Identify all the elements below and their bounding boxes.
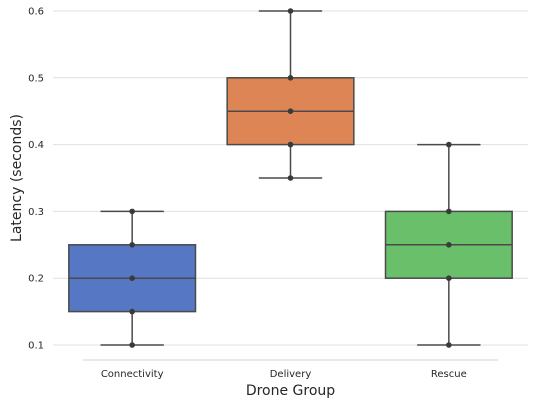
data-point-connectivity bbox=[129, 342, 135, 348]
data-point-rescue bbox=[446, 342, 452, 348]
boxes bbox=[68, 8, 513, 348]
x-axis-title: Drone Group bbox=[246, 383, 335, 399]
y-tick-label: 0.3 bbox=[28, 207, 44, 218]
data-point-rescue bbox=[446, 141, 452, 148]
data-point-connectivity bbox=[129, 275, 135, 282]
data-point-rescue bbox=[446, 275, 452, 282]
data-point-delivery bbox=[287, 141, 294, 148]
y-axis-ticks: 0.1 0.2 0.3 0.4 0.5 0.6 bbox=[28, 7, 44, 352]
data-point-rescue bbox=[446, 242, 452, 248]
box-connectivity bbox=[68, 208, 197, 348]
data-point-connectivity bbox=[129, 242, 135, 248]
y-tick-label: 0.2 bbox=[28, 274, 44, 285]
data-point-connectivity bbox=[129, 308, 135, 315]
data-point-connectivity bbox=[129, 208, 135, 215]
x-tick-label-rescue: Rescue bbox=[431, 369, 467, 380]
data-point-delivery bbox=[287, 75, 294, 81]
y-axis-title: Latency (seconds) bbox=[9, 114, 25, 242]
x-axis-ticks: Connectivity Delivery Rescue bbox=[101, 369, 467, 380]
box-delivery bbox=[226, 8, 355, 181]
data-point-delivery bbox=[287, 8, 294, 14]
box-rescue bbox=[384, 141, 513, 348]
data-point-rescue bbox=[446, 208, 452, 215]
x-tick-label-delivery: Delivery bbox=[270, 369, 312, 380]
data-point-delivery bbox=[287, 175, 294, 181]
x-tick-label-connectivity: Connectivity bbox=[101, 369, 164, 380]
y-tick-label: 0.4 bbox=[28, 140, 44, 151]
y-tick-label: 0.1 bbox=[28, 341, 44, 352]
y-tick-label: 0.5 bbox=[28, 73, 44, 84]
y-tick-label: 0.6 bbox=[28, 7, 44, 18]
data-point-delivery bbox=[287, 108, 294, 114]
